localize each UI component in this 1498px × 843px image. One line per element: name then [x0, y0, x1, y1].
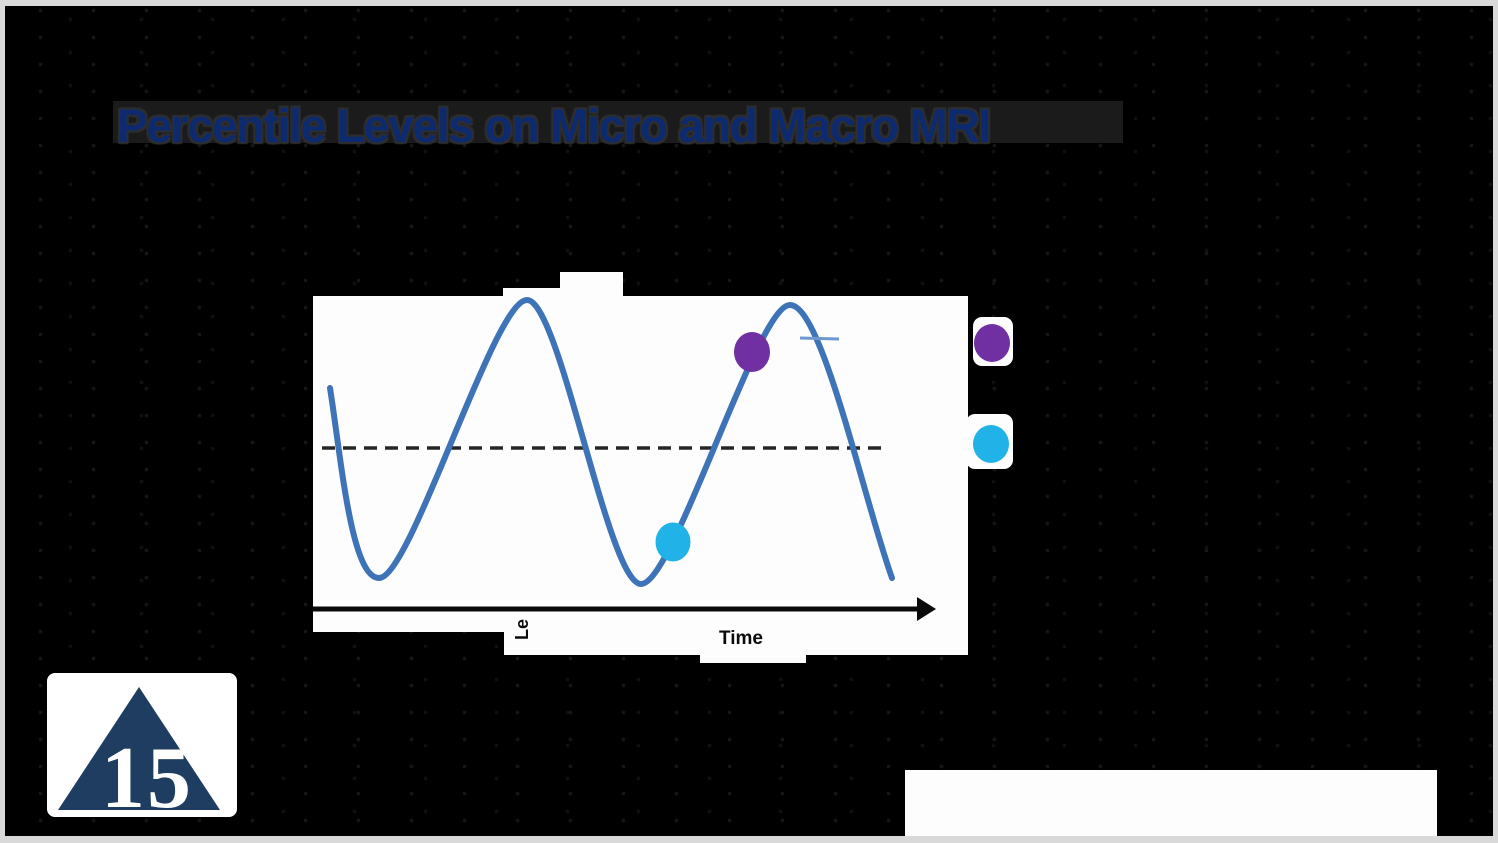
- macro-percentile-dot: [734, 332, 770, 372]
- chart-lower-strip: [504, 632, 968, 655]
- logo-triangle-shape: [58, 687, 220, 810]
- chart-canvas: [313, 296, 936, 621]
- time-axis-arrowhead: [917, 597, 936, 621]
- logo-number: 15: [101, 730, 193, 817]
- x-axis-label: Time: [718, 628, 763, 649]
- logo-triangle-icon: 15: [58, 687, 220, 817]
- title-background-box: [113, 101, 1123, 143]
- company-logo: 15: [47, 673, 237, 817]
- peak-tick-mark: [799, 336, 840, 341]
- micro-percentile-dot: [655, 522, 691, 562]
- chart-label-strip: [700, 655, 806, 663]
- mri-wave-chart: Time Le: [313, 272, 993, 663]
- chart-white-tab: [560, 272, 623, 298]
- slide-title: Percentile Levels on Micro and Macro MRI: [117, 99, 991, 152]
- wave-curve: [327, 296, 895, 588]
- legend-macro-dot-icon: [974, 324, 1010, 362]
- y-axis-label-fragment: Le: [512, 618, 533, 641]
- footer-white-box: [905, 770, 1437, 836]
- legend-micro-dot-icon: [973, 425, 1009, 463]
